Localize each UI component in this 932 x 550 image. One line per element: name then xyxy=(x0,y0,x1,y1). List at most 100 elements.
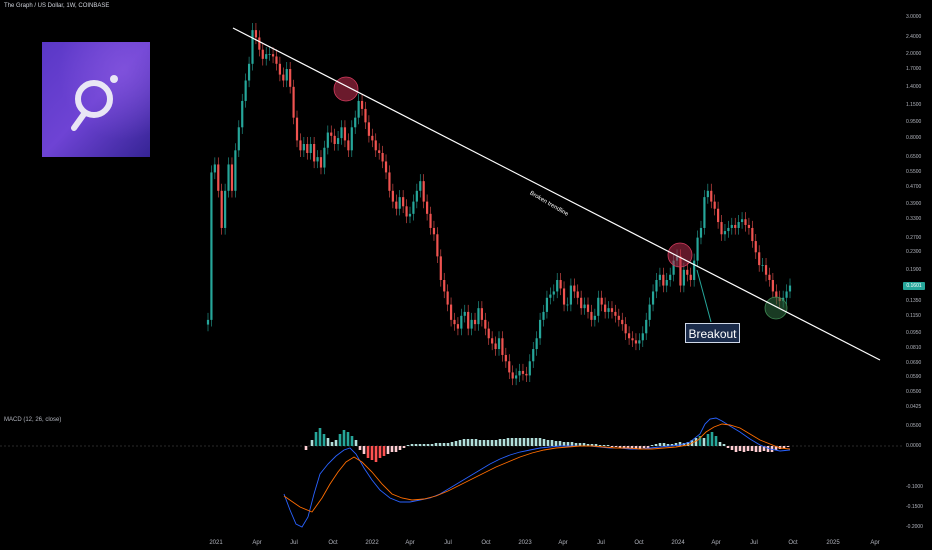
macd-line xyxy=(283,417,791,528)
macd-histogram-bar xyxy=(582,443,586,446)
symbol-title[interactable]: The Graph / US Dollar, 1W, COINBASE xyxy=(4,3,110,9)
macd-histogram-bar xyxy=(322,434,326,446)
time-tick: Jul xyxy=(750,540,758,546)
macd-histogram-bar xyxy=(618,446,622,448)
candle xyxy=(275,56,278,64)
price-tick: 1.1500 xyxy=(906,101,922,108)
macd-histogram-bar xyxy=(650,445,654,446)
candle xyxy=(580,297,583,309)
candle xyxy=(388,172,391,191)
candle xyxy=(665,279,668,286)
candle xyxy=(785,291,788,298)
macd-histogram-bar xyxy=(318,428,322,446)
macd-histogram-bar xyxy=(746,446,750,451)
price-tick: 0.4700 xyxy=(906,183,922,190)
breakout-arrow-line xyxy=(696,269,712,323)
candle xyxy=(237,127,240,151)
breakout-label[interactable]: Breakout xyxy=(685,323,740,343)
candle xyxy=(241,100,244,128)
candle xyxy=(206,319,210,325)
macd-histogram-bar xyxy=(782,446,786,448)
price-tick: 0.0425 xyxy=(906,404,922,410)
candle xyxy=(354,117,357,128)
candle xyxy=(727,227,730,232)
candle xyxy=(408,213,412,217)
macd-histogram-bar xyxy=(334,440,338,446)
macd-histogram-bar xyxy=(470,439,474,446)
macd-histogram-bar xyxy=(658,443,662,446)
macd-chart[interactable] xyxy=(0,412,903,542)
candle xyxy=(402,197,405,207)
candle xyxy=(604,304,607,312)
candle xyxy=(497,338,501,350)
macd-histogram-bar xyxy=(426,444,430,446)
candle xyxy=(292,86,295,118)
macd-histogram-bar xyxy=(662,443,666,446)
macd-tick: 0.0500 xyxy=(906,423,922,429)
candle xyxy=(682,269,685,286)
candle xyxy=(788,285,792,292)
candle xyxy=(710,190,713,202)
candle xyxy=(686,269,689,275)
macd-histogram-bar xyxy=(766,446,770,452)
candle xyxy=(405,206,408,217)
price-tick: 0.0500 xyxy=(906,389,922,396)
macd-scale[interactable]: 0.0500 0.0000 -0.1000 -0.1500 -0.2000 xyxy=(903,412,932,542)
macd-histogram-bar xyxy=(762,446,766,451)
candle xyxy=(518,370,521,376)
macd-histogram-bar xyxy=(758,446,762,452)
macd-histogram-bar xyxy=(418,444,422,446)
time-tick: Oct xyxy=(788,540,798,546)
price-scale[interactable]: 3.0000 2.4000 2.0000 1.7000 1.4000 1.1500 0.95… xyxy=(903,0,932,412)
macd-histogram-bar xyxy=(314,432,318,446)
time-axis[interactable]: 2021 Apr Jul Oct 2022 Apr Jul Oct 2023 Apr Jul Oct 2… xyxy=(0,538,903,550)
macd-histogram-bar xyxy=(742,446,746,452)
macd-histogram-bar xyxy=(510,438,514,446)
macd-histogram-bar xyxy=(526,438,530,446)
candle xyxy=(621,319,624,325)
macd-histogram-bar xyxy=(530,438,534,446)
macd-histogram-bar xyxy=(378,446,382,458)
candle xyxy=(525,373,528,376)
candle xyxy=(730,224,733,228)
macd-histogram-bar xyxy=(594,444,598,446)
candle xyxy=(744,219,747,225)
candle xyxy=(515,375,518,379)
candle xyxy=(247,63,251,81)
macd-label[interactable]: MACD (12, 26, close) xyxy=(4,417,62,423)
macd-histogram-bar xyxy=(626,446,630,448)
candle xyxy=(491,338,494,344)
macd-histogram-bar xyxy=(562,442,566,446)
macd-histogram-bar xyxy=(674,443,678,446)
time-tick: 2025 xyxy=(826,540,840,546)
candle xyxy=(504,354,507,362)
candle xyxy=(549,294,552,298)
macd-histogram-bar xyxy=(346,432,350,446)
candle xyxy=(494,343,497,350)
macd-histogram-bar xyxy=(338,434,342,446)
macd-histogram-bar xyxy=(438,443,442,446)
candle xyxy=(419,181,422,191)
macd-histogram-bar xyxy=(422,444,426,446)
candle xyxy=(645,319,648,334)
macd-histogram-bar xyxy=(342,430,346,446)
price-tick: 1.4000 xyxy=(906,83,922,90)
macd-histogram-bar xyxy=(482,440,486,446)
candle xyxy=(446,291,449,305)
macd-histogram-bar xyxy=(310,440,314,446)
macd-histogram-bar xyxy=(330,442,334,446)
candle xyxy=(627,333,631,339)
macd-histogram-bar xyxy=(366,446,370,458)
candle xyxy=(460,315,463,329)
candle xyxy=(309,144,312,153)
macd-histogram-bar xyxy=(726,446,730,448)
price-chart[interactable] xyxy=(0,0,903,412)
macd-histogram-bar xyxy=(738,446,742,451)
candle xyxy=(768,274,771,280)
time-tick: 2024 xyxy=(671,540,685,546)
macd-histogram-bar xyxy=(442,443,446,446)
candle xyxy=(740,219,744,223)
macd-histogram-bar xyxy=(554,441,558,446)
macd-histogram-bar xyxy=(358,446,362,450)
macd-histogram-bar xyxy=(502,439,506,446)
